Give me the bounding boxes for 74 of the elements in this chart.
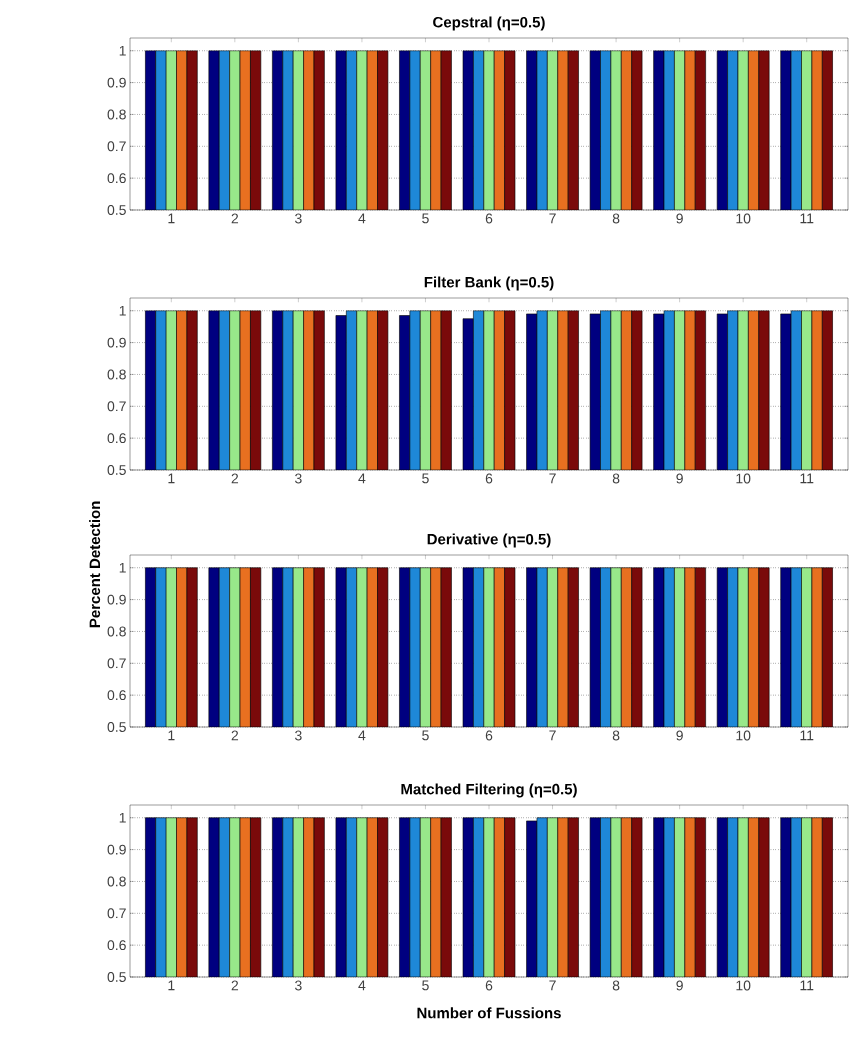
x-tick-label: 3 <box>295 213 302 224</box>
x-tick-label: 11 <box>800 213 814 224</box>
chart-title: Derivative (η=0.5) <box>427 533 551 548</box>
chart-title: Matched Filtering (η=0.5) <box>401 783 577 798</box>
y-tick-label: 1 <box>119 45 126 56</box>
y-tick-label: 0.7 <box>107 141 126 152</box>
x-tick-label: 4 <box>358 473 366 484</box>
x-tick-label: 4 <box>358 730 366 741</box>
x-tick-label: 5 <box>422 473 429 484</box>
x-tick-label: 1 <box>168 473 175 484</box>
x-tick-label: 4 <box>358 980 366 991</box>
y-tick-label: 0.5 <box>107 972 126 982</box>
x-tick-label: 8 <box>612 473 620 484</box>
chart-title: Cepstral (η=0.5) <box>433 16 545 31</box>
y-tick-label: 0.5 <box>107 205 126 215</box>
x-tick-label: 2 <box>231 213 239 224</box>
y-axis-title: Percent Detection <box>89 501 101 628</box>
x-axis-title: Number of Fussions <box>417 1007 561 1019</box>
y-tick-label: 0.5 <box>107 722 126 732</box>
x-tick-label: 8 <box>612 980 620 991</box>
x-tick-label: 9 <box>676 213 683 224</box>
x-tick-label: 1 <box>168 213 175 224</box>
x-tick-label: 2 <box>231 730 239 741</box>
x-tick-label: 2 <box>231 473 239 484</box>
y-tick-label: 0.9 <box>107 844 126 855</box>
x-tick-label: 6 <box>485 473 493 484</box>
y-tick-label: 0.7 <box>107 908 126 919</box>
y-tick-label: 0.9 <box>107 337 126 348</box>
y-tick-label: 0.6 <box>107 173 126 184</box>
y-tick-label: 0.6 <box>107 940 126 951</box>
x-tick-label: 4 <box>358 213 366 224</box>
y-tick-label: 0.5 <box>107 465 126 475</box>
y-tick-label: 0.9 <box>107 77 126 88</box>
y-tick-label: 0.8 <box>107 876 126 887</box>
x-tick-label: 5 <box>422 980 429 991</box>
x-tick-label: 2 <box>231 980 239 991</box>
x-tick-label: 8 <box>612 730 620 741</box>
x-tick-label: 3 <box>295 980 302 991</box>
x-tick-label: 11 <box>800 980 814 991</box>
y-tick-label: 0.6 <box>107 690 126 701</box>
x-tick-label: 7 <box>549 730 556 741</box>
x-tick-label: 3 <box>295 730 302 741</box>
x-tick-label: 5 <box>422 730 429 741</box>
x-tick-label: 8 <box>612 213 620 224</box>
y-tick-label: 0.7 <box>107 658 126 669</box>
y-tick-label: 0.8 <box>107 369 126 380</box>
x-tick-label: 9 <box>676 730 683 741</box>
y-tick-label: 1 <box>119 305 126 316</box>
x-tick-label: 5 <box>422 213 429 224</box>
x-tick-label: 10 <box>736 730 751 741</box>
x-tick-label: 7 <box>549 980 556 991</box>
x-tick-label: 10 <box>736 473 751 484</box>
y-tick-label: 0.6 <box>107 433 126 444</box>
x-tick-label: 10 <box>736 213 751 224</box>
y-tick-label: 1 <box>119 562 126 573</box>
y-tick-label: 0.9 <box>107 594 126 605</box>
x-tick-label: 11 <box>800 730 814 741</box>
x-tick-label: 11 <box>800 473 814 484</box>
y-tick-label: 0.8 <box>107 109 126 120</box>
x-tick-label: 1 <box>168 980 175 991</box>
y-tick-label: 1 <box>119 812 126 823</box>
x-tick-label: 9 <box>676 473 683 484</box>
x-tick-label: 6 <box>485 980 493 991</box>
x-tick-label: 7 <box>549 213 556 224</box>
x-tick-label: 6 <box>485 213 493 224</box>
x-tick-label: 7 <box>549 473 556 484</box>
x-tick-label: 9 <box>676 980 683 991</box>
x-tick-label: 6 <box>485 730 493 741</box>
x-tick-label: 10 <box>736 980 751 991</box>
y-tick-label: 0.8 <box>107 626 126 637</box>
x-tick-label: 3 <box>295 473 302 484</box>
x-tick-label: 1 <box>168 730 175 741</box>
chart-title: Filter Bank (η=0.5) <box>424 276 554 291</box>
y-tick-label: 0.7 <box>107 401 126 412</box>
